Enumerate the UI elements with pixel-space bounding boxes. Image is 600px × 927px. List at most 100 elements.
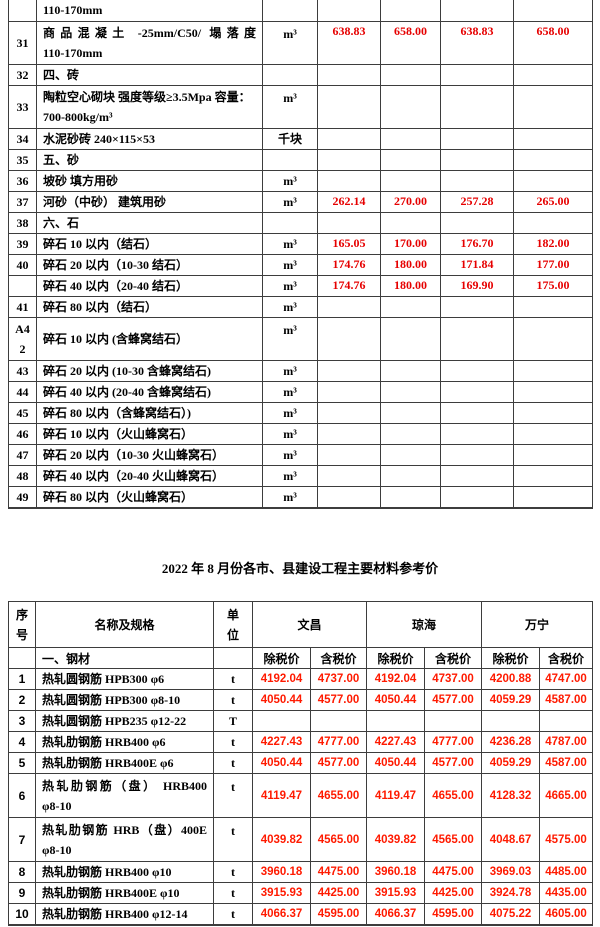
table-row: 41 碎石 80 以内（结石） m³	[8, 295, 593, 318]
price-cell	[513, 401, 593, 424]
material-name-cell-text: 碎石 10 以内（火山蜂窝石）	[43, 426, 194, 441]
header-unit-line2: 位	[226, 627, 239, 642]
row-number-cell-text: 1	[18, 672, 26, 686]
material-name-cell-text: 热轧肋钢筋 HRB400 φ12-14	[42, 907, 188, 921]
price-cell	[440, 295, 514, 318]
unit-cell: m³	[262, 443, 318, 466]
unit-cell-text: m³	[283, 299, 297, 314]
material-name-cell: 碎石 20 以内（10-30 结石）	[36, 253, 263, 276]
unit-cell: T	[213, 710, 253, 732]
row-number-cell-text: 41	[16, 299, 29, 314]
material-name-cell: 110-170mm	[36, 0, 263, 22]
price-cell	[513, 211, 593, 234]
material-name-cell-text: φ8-10	[42, 798, 72, 813]
price-cell: 4119.47	[252, 773, 311, 818]
table-row: 39 碎石 10 以内（结石） m³ 165.05 170.00 176.70 182.00	[8, 232, 593, 255]
row-number-cell-text: 48	[16, 468, 29, 483]
price-cell	[513, 148, 593, 171]
price-cell	[513, 169, 593, 192]
price-cell-text: 165.05	[332, 236, 366, 250]
price-cell: 4050.44	[252, 689, 311, 711]
price-cell: 4777.00	[309, 731, 368, 753]
price-cell	[440, 0, 514, 22]
price-cell	[380, 211, 441, 234]
row-number-cell: 10	[8, 903, 36, 926]
material-name-cell-text: 碎石 40 以内（20-40 结石）	[43, 278, 188, 293]
price-cell: 4050.44	[366, 689, 426, 711]
price-cell: 175.00	[513, 274, 593, 297]
price-excl-tax-label: 除税价	[366, 647, 426, 669]
price-cell	[380, 401, 441, 424]
price-cell-text: 4595.00	[432, 908, 474, 920]
price-cell: 169.90	[440, 274, 514, 297]
unit-cell: t	[213, 882, 253, 904]
material-name-cell: 热轧圆钢筋 HPB300 φ8-10	[35, 689, 214, 711]
price-cell	[513, 464, 593, 487]
material-name-cell-text: 热轧肋钢筋（盘） HRB400	[42, 778, 207, 793]
unit-cell-text: t	[231, 735, 235, 749]
price-cell: 4747.00	[539, 668, 594, 690]
table-row: 38 六、石	[8, 211, 593, 234]
price-cell-text: 4128.32	[489, 789, 532, 802]
price-cell: 4595.00	[309, 903, 368, 926]
material-name-cell: 碎石 10 以内 (含蜂窝结石）	[36, 316, 263, 361]
price-cell: 658.00	[380, 20, 441, 65]
price-cell-text: 171.84	[460, 257, 494, 271]
price-cell: 4565.00	[309, 817, 368, 862]
unit-cell: t	[213, 903, 253, 926]
price-cell-text: 638.83	[460, 23, 494, 38]
price-cell-text: 4747.00	[545, 673, 587, 685]
price-cell	[317, 401, 381, 424]
material-name-cell-text: 热轧圆钢筋 HPB300 φ6	[42, 672, 165, 686]
materials-price-table-top: 110-170mm 31 商品混凝土 -25mm/C50/ 塌落度 110-170mm…	[8, 0, 593, 509]
price-cell	[513, 443, 593, 466]
price-cell-text: 4587.00	[545, 757, 587, 769]
unit-cell-text: m³	[283, 468, 297, 483]
price-cell-text: 4655.00	[317, 789, 360, 802]
unit-cell	[262, 63, 318, 86]
price-cell: 658.00	[513, 20, 593, 65]
row-number-cell-text: 36	[16, 173, 29, 188]
table-row: 8 热轧肋钢筋 HRB400 φ10 t 3960.18 4475.00 3960.18 4…	[8, 861, 594, 883]
price-cell	[440, 148, 514, 171]
row-number-cell: 32	[8, 63, 37, 86]
price-excl-tax-label: 除税价	[252, 647, 311, 669]
table-row: 32 四、砖	[8, 63, 593, 86]
unit-cell-text: T	[228, 714, 237, 728]
row-number-cell: 7	[8, 817, 36, 862]
row-number-cell-text: 39	[16, 236, 29, 251]
price-cell	[317, 211, 381, 234]
unit-cell: m³	[262, 316, 318, 361]
price-cell-text: 3915.93	[260, 887, 303, 899]
price-cell-text: 4575.00	[545, 833, 587, 846]
row-number-cell-text: A4	[15, 321, 30, 336]
header-seq-line1: 序	[15, 607, 28, 622]
price-cell	[317, 316, 381, 361]
material-name-cell-text: 热轧肋钢筋 HRB400E φ10	[42, 886, 180, 900]
price-cell: 4577.00	[424, 752, 483, 774]
unit-cell-text: 千块	[277, 131, 302, 146]
price-cell-text: 4119.47	[375, 789, 416, 802]
material-name-cell: 商品混凝土 -25mm/C50/ 塌落度 110-170mm	[36, 20, 263, 65]
row-number-cell-text: 4	[18, 735, 26, 749]
price-cell-text: 3969.03	[489, 866, 532, 878]
price-cell-text: 182.00	[536, 236, 570, 250]
material-name-cell: 碎石 20 以内 (10-30 含蜂窝结石)	[36, 359, 263, 382]
price-cell	[380, 422, 441, 445]
price-cell	[380, 127, 441, 150]
price-cell-text: 4587.00	[545, 694, 587, 706]
unit-cell: m³	[262, 169, 318, 192]
material-name-cell: 热轧肋钢筋 HRB400 φ6	[35, 731, 214, 753]
row-number-cell: 41	[8, 295, 37, 318]
row-number-cell: 6	[8, 773, 36, 818]
price-cell	[440, 359, 514, 382]
material-name-cell: 碎石 40 以内（20-40 结石）	[36, 274, 263, 297]
material-name-cell: 坡砂 填方用砂	[36, 169, 263, 192]
unit-cell: t	[213, 689, 253, 711]
table1-body: 110-170mm 31 商品混凝土 -25mm/C50/ 塌落度 110-170mm…	[8, 0, 593, 508]
unit-cell: m³	[262, 485, 318, 508]
price-cell	[440, 380, 514, 403]
material-name-cell: 热轧肋钢筋 HRB400E φ6	[35, 752, 214, 774]
row-number-cell-text: 46	[16, 426, 29, 441]
row-number-cell: 34	[8, 127, 37, 150]
